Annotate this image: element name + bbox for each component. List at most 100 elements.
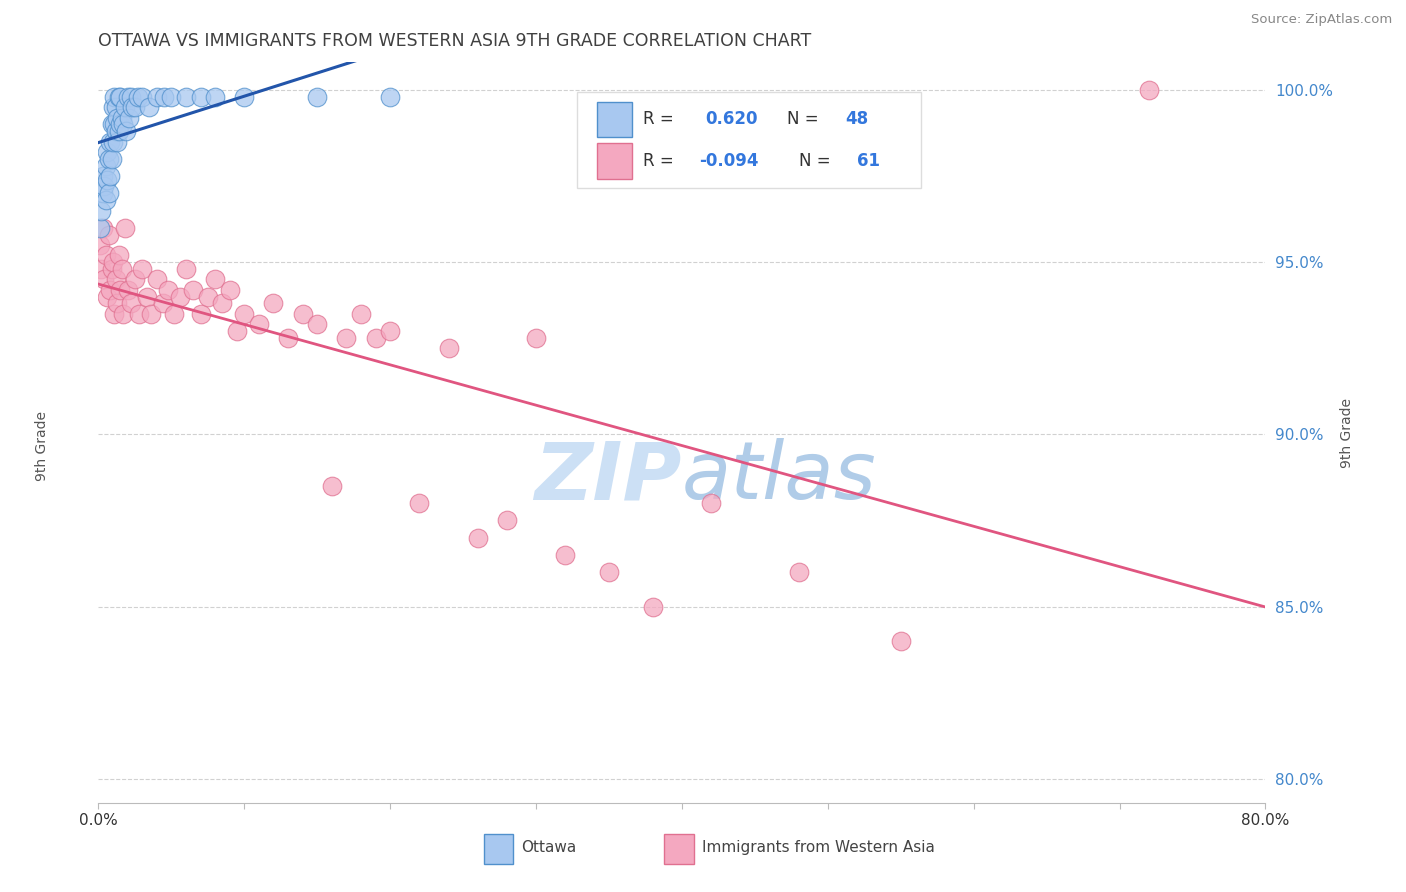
FancyBboxPatch shape [484, 834, 513, 863]
Point [380, 324, 402, 338]
FancyBboxPatch shape [576, 92, 921, 188]
Point [157, 283, 180, 297]
Point [121, 100, 143, 114]
Point [160, 90, 183, 104]
Point [598, 565, 620, 579]
Point [101, 255, 124, 269]
Point [197, 290, 219, 304]
Point [291, 307, 314, 321]
Point [104, 100, 127, 114]
Point [307, 317, 329, 331]
Text: R =: R = [644, 152, 679, 169]
Text: ZIP: ZIP [534, 438, 682, 516]
Text: Source: ZipAtlas.com: Source: ZipAtlas.com [1251, 13, 1392, 27]
Point [153, 90, 176, 104]
Point [114, 220, 136, 235]
Point [94, 159, 117, 173]
Point [1137, 83, 1160, 97]
Point [108, 124, 131, 138]
Point [105, 111, 128, 125]
Point [96, 290, 118, 304]
Point [307, 90, 329, 104]
Text: N =: N = [799, 152, 835, 169]
Point [120, 296, 142, 310]
Point [554, 548, 576, 562]
Point [96, 145, 118, 159]
Point [112, 307, 135, 321]
FancyBboxPatch shape [596, 102, 631, 137]
Point [93, 179, 115, 194]
Point [112, 117, 135, 131]
Point [247, 317, 270, 331]
Point [97, 152, 120, 166]
Text: N =: N = [787, 111, 824, 128]
Point [91, 220, 114, 235]
Text: 9th Grade: 9th Grade [35, 411, 49, 481]
Point [108, 90, 131, 104]
Point [218, 283, 240, 297]
Point [641, 599, 664, 614]
Point [96, 172, 118, 186]
Point [98, 283, 121, 297]
Point [380, 90, 402, 104]
Point [120, 90, 142, 104]
Point [131, 262, 153, 277]
Point [204, 272, 226, 286]
FancyBboxPatch shape [596, 143, 631, 178]
Text: Ottawa: Ottawa [520, 839, 576, 855]
Text: 0.620: 0.620 [706, 111, 758, 128]
Point [97, 227, 120, 242]
Point [117, 90, 139, 104]
Point [233, 90, 256, 104]
Point [226, 324, 249, 338]
Point [181, 283, 204, 297]
Point [94, 193, 117, 207]
Point [174, 262, 197, 277]
Text: R =: R = [644, 111, 679, 128]
Point [138, 100, 160, 114]
Point [437, 341, 460, 355]
Point [111, 111, 134, 125]
Point [321, 479, 343, 493]
Point [211, 296, 233, 310]
Point [700, 496, 723, 510]
Point [98, 169, 121, 183]
Point [110, 117, 132, 131]
Point [100, 117, 122, 131]
Point [105, 135, 128, 149]
Point [277, 331, 299, 345]
Point [146, 272, 169, 286]
Point [90, 203, 112, 218]
Point [110, 90, 132, 104]
Point [111, 262, 134, 277]
Point [103, 90, 125, 104]
Point [408, 496, 430, 510]
Point [135, 290, 157, 304]
Point [89, 238, 111, 252]
Point [100, 152, 122, 166]
Point [524, 331, 547, 345]
Point [101, 100, 124, 114]
Point [190, 90, 212, 104]
Point [115, 124, 138, 138]
Point [117, 283, 139, 297]
Point [104, 272, 127, 286]
Point [174, 90, 197, 104]
Text: OTTAWA VS IMMIGRANTS FROM WESTERN ASIA 9TH GRADE CORRELATION CHART: OTTAWA VS IMMIGRANTS FROM WESTERN ASIA 9… [98, 32, 811, 50]
Point [364, 331, 387, 345]
Point [146, 90, 169, 104]
Point [467, 531, 489, 545]
Point [93, 272, 115, 286]
Point [91, 169, 114, 183]
Point [127, 90, 149, 104]
Point [100, 262, 122, 277]
Point [124, 272, 146, 286]
Point [91, 186, 114, 201]
Point [97, 186, 120, 201]
Text: 61: 61 [856, 152, 880, 169]
Point [108, 248, 131, 262]
Point [103, 307, 125, 321]
Point [131, 90, 153, 104]
FancyBboxPatch shape [665, 834, 693, 863]
Point [262, 296, 284, 310]
